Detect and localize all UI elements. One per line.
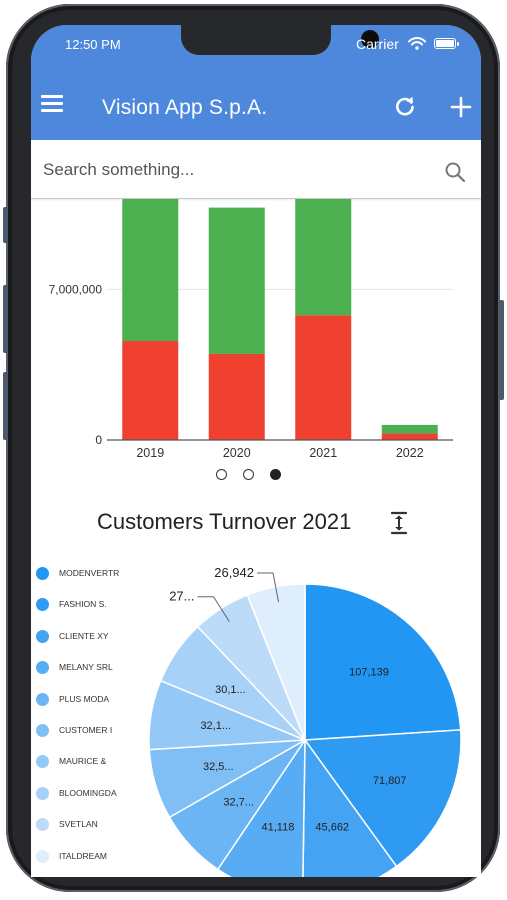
x-tick-label: 2019 [136,446,164,460]
legend-swatch [36,692,49,706]
status-time: 12:50 PM [65,37,121,52]
side-button [3,285,8,353]
side-button [499,300,504,400]
legend-label: PLUS MODA [59,693,110,704]
legend-label: MODENVERTR [59,568,120,578]
bar-segment[interactable] [295,199,352,316]
app-bar: 12:50 PM Carrier Vision App S.p.A. [31,25,481,140]
legend-swatch [36,661,49,675]
legend-swatch [36,818,49,832]
pie-slice-label: 32,1... [200,720,231,732]
status-bar: 12:50 PM Carrier [31,25,481,65]
legend-swatch [36,598,49,612]
side-button [3,372,8,440]
menu-button[interactable] [41,95,65,115]
carousel-dot[interactable] [216,469,227,480]
pie-leader-line [197,596,230,622]
customers-pie-chart: 107,139 71,807 45,662 41,118 32,7... 32,5... 3… [148,565,462,877]
legend-label: SVETLAN [59,819,98,830]
screen: 12:50 PM Carrier Vision App S.p.A. [31,25,481,877]
bar-segment[interactable] [122,199,179,342]
pie-slice-label: 32,7... [223,797,254,809]
pie-slice[interactable] [302,737,398,877]
legend-label: FASHION S. [59,599,107,610]
turnover-bar-chart: 0 7,000,000 2019 2020 2021 2022 [49,199,453,460]
x-tick-label: 2020 [223,446,251,460]
pie-slice-label: 30,1... [215,684,246,696]
battery-icon [434,38,459,49]
side-button [3,207,8,243]
bar-segment[interactable] [381,433,438,440]
pie-leader-line [257,572,280,603]
legend-label: CLIENTE XY [59,630,109,641]
legend-swatch [36,724,49,737]
search-bar [31,140,481,199]
pie-slice[interactable] [304,583,462,741]
bar-segment[interactable] [381,424,438,434]
legend-label: MAURICE & [59,756,107,767]
pie-slice-label: 41,118 [261,821,294,833]
bar-segment[interactable] [208,207,265,354]
carousel-indicator [216,469,288,485]
pie-slice-label: 32,5... [203,761,234,773]
legend-swatch [36,755,49,769]
camera-icon [363,32,377,46]
x-tick-label: 2021 [309,446,337,460]
carousel-dot[interactable] [243,469,254,480]
pie-slice-label: 27... [169,589,194,604]
app-title: Vision App S.p.A. [102,96,268,119]
legend-swatch [36,567,49,580]
legend-label: BLOOMINGDA [59,787,117,798]
pie-slice-label: 45,662 [315,821,349,833]
bar-segment[interactable] [122,341,179,440]
y-tick-label: 7,000,000 [49,282,103,296]
pie-slice-label: 71,807 [373,775,407,787]
pie-chart-title: Customers Turnover 2021 [97,509,352,534]
legend-label: ITALDREAM [59,850,108,861]
refresh-icon[interactable] [393,95,417,119]
legend-swatch [36,849,49,863]
y-tick-label: 0 [95,433,102,447]
bar-segment[interactable] [208,353,265,440]
notch [181,25,377,55]
x-tick-label: 2022 [396,446,424,460]
plus-icon[interactable] [449,95,473,119]
legend-swatch [36,786,49,800]
legend-swatch [36,629,49,643]
search-icon[interactable] [444,161,466,183]
pie-slice[interactable] [216,737,306,877]
legend-label: CUSTOMER I [59,725,113,735]
pie-slice-label: 26,942 [214,565,254,580]
wifi-icon [408,37,426,50]
expand-vertical-icon[interactable] [389,511,409,535]
status-carrier: Carrier [356,36,399,52]
legend-label: MELANY SRL [59,662,113,673]
pie-slice[interactable] [303,729,462,868]
pie-slice-label: 107,139 [349,667,389,679]
carousel-dot-active[interactable] [270,469,281,480]
search-input[interactable] [41,152,425,188]
bar-segment[interactable] [295,315,352,440]
